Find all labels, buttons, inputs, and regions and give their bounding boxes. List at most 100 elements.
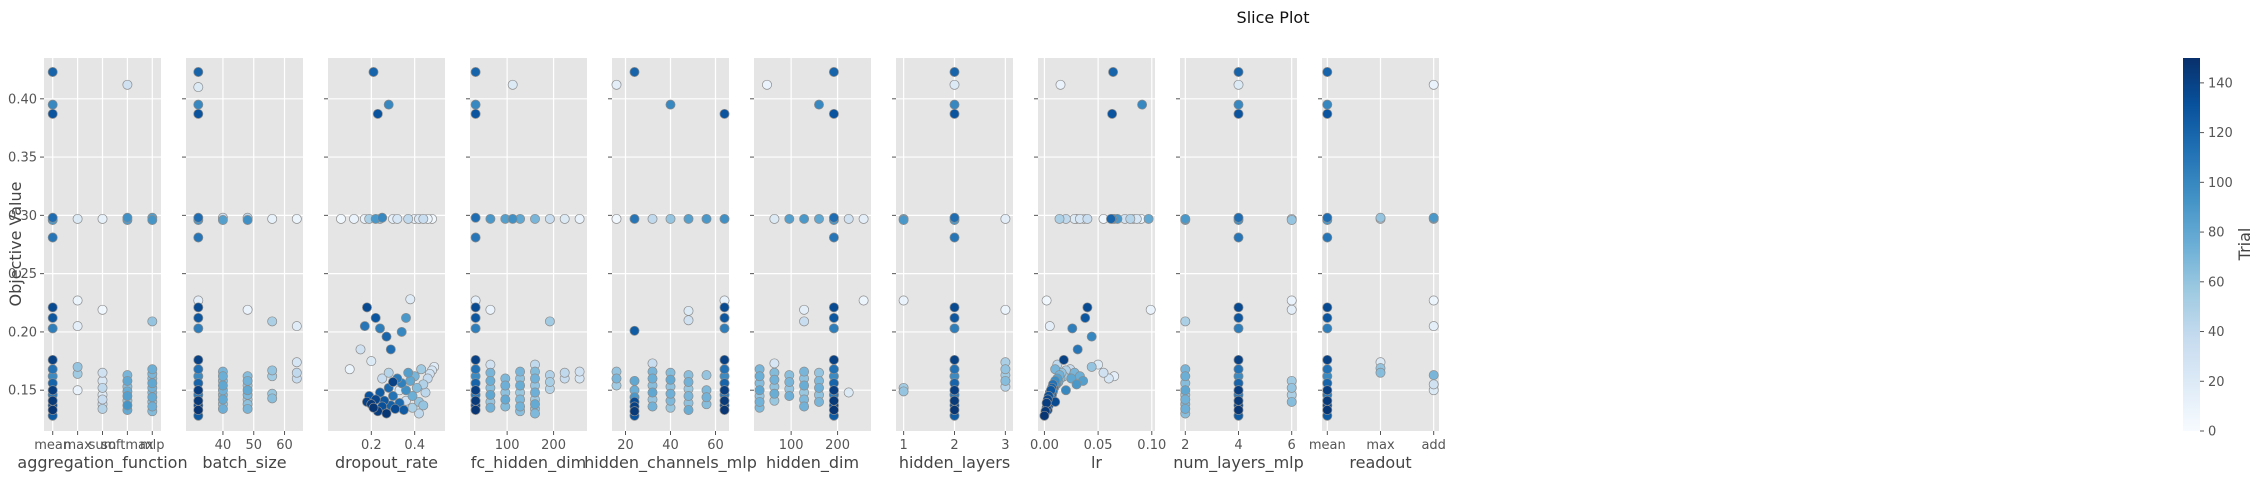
data-point: [949, 108, 960, 119]
x-tick-label: 50: [245, 438, 262, 453]
data-point: [647, 401, 658, 412]
data-point: [193, 354, 204, 365]
data-point: [470, 385, 481, 396]
data-point: [898, 386, 909, 397]
data-point: [949, 99, 960, 110]
data-point: [1082, 302, 1093, 313]
data-point: [193, 99, 204, 110]
data-point: [377, 373, 388, 384]
data-point: [470, 99, 481, 110]
data-point: [411, 382, 422, 393]
data-point: [398, 405, 409, 415]
data-point: [754, 371, 765, 382]
data-point: [97, 213, 108, 224]
data-point: [147, 215, 158, 225]
data-point: [418, 213, 429, 224]
data-point: [843, 213, 854, 224]
data-point: [1233, 364, 1244, 375]
data-point: [1054, 213, 1065, 224]
data-point: [1322, 212, 1333, 223]
y-tick-label: 0.30: [8, 209, 37, 224]
data-point: [515, 366, 526, 377]
x-tick-label: 6: [1288, 438, 1296, 453]
data-point: [355, 344, 366, 355]
data-point: [1322, 385, 1333, 396]
data-point: [544, 213, 555, 224]
data-point: [405, 375, 416, 386]
x-tick-label: 20: [617, 438, 634, 453]
data-point: [799, 316, 810, 327]
data-point: [665, 213, 676, 224]
data-point: [242, 403, 253, 414]
data-point: [1428, 379, 1439, 390]
x-tick-label: add: [1421, 438, 1445, 453]
data-point: [629, 213, 640, 224]
x-tick-label: max: [1366, 438, 1395, 453]
colorbar-tick-label: 120: [2208, 126, 2233, 141]
data-point: [629, 67, 640, 77]
data-point: [193, 364, 204, 375]
data-point: [665, 99, 676, 110]
data-point: [122, 400, 133, 411]
data-point: [390, 403, 401, 414]
data-point: [336, 213, 346, 224]
data-point: [217, 371, 228, 382]
data-point: [559, 367, 570, 378]
data-point: [828, 323, 839, 334]
data-point: [949, 212, 960, 223]
data-point: [530, 373, 540, 384]
data-point: [949, 67, 960, 77]
data-point: [1108, 67, 1119, 77]
data-point: [1322, 364, 1333, 375]
data-point: [1145, 304, 1156, 315]
x-tick-label: max: [63, 438, 92, 453]
data-point: [1375, 212, 1386, 223]
data-point: [799, 380, 810, 391]
data-point: [193, 82, 204, 93]
data-point: [1107, 108, 1118, 119]
data-point: [1060, 385, 1071, 396]
data-point: [814, 99, 824, 110]
x-tick-label: 0.00: [1030, 438, 1059, 453]
data-point: [949, 79, 960, 90]
data-point: [1233, 312, 1244, 323]
data-point: [719, 302, 730, 313]
y-tick-label: 0.15: [8, 384, 37, 399]
data-point: [1375, 367, 1386, 378]
data-point: [828, 405, 839, 415]
data-point: [470, 232, 481, 243]
data-point: [147, 401, 158, 412]
y-tick-label: 0.20: [8, 325, 37, 340]
data-point: [719, 385, 730, 396]
data-point: [719, 364, 730, 375]
data-point: [349, 213, 359, 224]
data-point: [383, 367, 394, 378]
data-point: [485, 367, 496, 378]
data-point: [629, 325, 640, 336]
y-tick-label: 0.35: [8, 151, 37, 166]
data-point: [359, 321, 370, 332]
data-point: [470, 323, 481, 334]
x-tick-label: 0.4: [404, 438, 425, 453]
data-point: [611, 213, 622, 224]
data-point: [217, 394, 228, 405]
colorbar-ticks: 0 20 40 60 80 100 120 140: [2200, 76, 2233, 440]
data-point: [147, 364, 158, 375]
data-point: [1000, 213, 1011, 224]
data-point: [1180, 403, 1191, 414]
x-tick-label: 4: [1234, 438, 1242, 453]
y-axis-label: Objective Value: [6, 182, 25, 307]
data-point: [381, 408, 392, 419]
data-point: [1322, 67, 1333, 77]
data-point: [949, 364, 960, 375]
data-point: [949, 232, 960, 243]
x-tick-label: softmax: [101, 438, 154, 453]
data-point: [1322, 312, 1333, 323]
data-point: [799, 213, 810, 224]
data-point: [799, 366, 810, 377]
data-point: [1322, 99, 1333, 110]
data-point: [515, 401, 526, 412]
x-tick-label: 3: [1001, 438, 1009, 453]
data-point: [574, 213, 585, 224]
colorbar-tick-label: 0: [2208, 425, 2216, 440]
